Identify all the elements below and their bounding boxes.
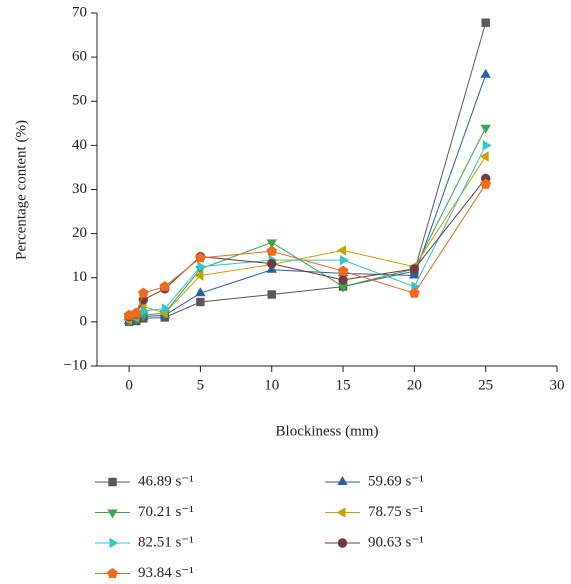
- data-point: [480, 124, 491, 134]
- x-tick-label: 30: [550, 377, 565, 393]
- data-point: [161, 303, 171, 314]
- data-point: [138, 287, 149, 298]
- y-axis-label: Percentage content (%): [13, 120, 29, 260]
- y-tick-label: −10: [64, 357, 87, 373]
- data-point: [194, 270, 204, 281]
- data-point: [409, 264, 420, 274]
- series-line: [128, 178, 487, 318]
- data-point: [480, 178, 491, 189]
- x-tick-label: 25: [478, 377, 493, 393]
- y-tick-label: 20: [72, 225, 87, 241]
- legend-marker: [336, 507, 346, 518]
- y-tick-label: 40: [72, 137, 87, 153]
- legend-label: 82.51 s⁻¹: [138, 534, 194, 550]
- x-axis-label: Blockiness (mm): [276, 423, 379, 439]
- y-tick-label: 0: [80, 313, 88, 329]
- legend-marker: [109, 537, 119, 549]
- data-point: [479, 151, 489, 162]
- y-tick-label: 70: [72, 4, 87, 20]
- data-point: [340, 254, 350, 266]
- data-point: [130, 307, 142, 318]
- series-line: [129, 22, 487, 323]
- data-point: [159, 280, 171, 292]
- legend-label: 78.75 s⁻¹: [368, 504, 424, 520]
- y-tick-label: 30: [72, 181, 87, 197]
- legend-marker: [107, 567, 118, 578]
- x-tick-label: 0: [125, 377, 133, 393]
- data-point: [338, 275, 348, 285]
- legend-label: 90.63 s⁻¹: [368, 534, 424, 550]
- y-tick-label: 10: [72, 269, 87, 285]
- series-line: [129, 74, 487, 322]
- legend-marker: [337, 475, 348, 485]
- legend-label: 70.21 s⁻¹: [138, 504, 194, 520]
- data-point: [197, 261, 207, 272]
- data-point: [267, 290, 276, 299]
- data-point: [266, 245, 278, 256]
- y-tick-label: 60: [72, 49, 87, 65]
- data-point: [409, 287, 420, 298]
- legend-label: 59.69 s⁻¹: [368, 473, 424, 489]
- legend-marker: [107, 509, 118, 519]
- legend-label: 93.84 s⁻¹: [138, 565, 194, 579]
- legend-marker: [337, 538, 348, 548]
- data-point: [195, 287, 206, 297]
- x-tick-label: 10: [264, 377, 279, 393]
- data-point: [480, 68, 491, 78]
- legend-label: 46.89 s⁻¹: [138, 473, 194, 489]
- data-point: [267, 258, 277, 269]
- series-line: [128, 183, 487, 316]
- data-point: [482, 140, 492, 151]
- data-point: [266, 239, 277, 249]
- data-point: [481, 18, 490, 27]
- x-tick-label: 15: [336, 377, 351, 393]
- y-tick-label: 50: [72, 93, 87, 109]
- data-point: [337, 265, 349, 276]
- data-point: [196, 297, 205, 307]
- data-point: [195, 252, 206, 263]
- data-point: [336, 245, 346, 256]
- x-tick-label: 20: [407, 377, 422, 393]
- x-tick-label: 5: [197, 377, 205, 393]
- legend-marker: [108, 477, 117, 487]
- series-line: [128, 156, 487, 321]
